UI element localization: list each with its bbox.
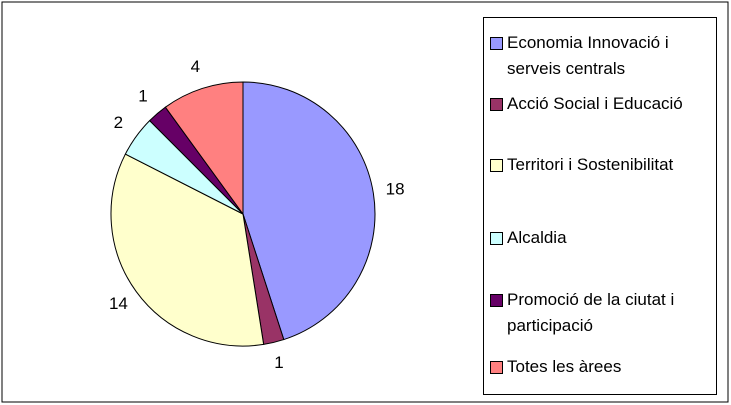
- data-label: 4: [191, 57, 200, 76]
- legend-label: Territori i Sostenibilitat: [507, 155, 674, 174]
- data-label: 2: [114, 113, 123, 132]
- legend-swatch: [490, 98, 503, 111]
- legend-swatch: [490, 361, 503, 374]
- pie-slice: [110, 153, 265, 347]
- legend-swatch: [490, 159, 503, 172]
- legend: Economia Innovació i serveis centrals Acc…: [483, 17, 717, 395]
- data-label: 1: [138, 86, 147, 105]
- legend-swatch: [490, 294, 503, 307]
- legend-swatch: [490, 232, 503, 245]
- legend-label: Alcaldia: [507, 228, 567, 247]
- pie-slice: [242, 81, 376, 341]
- data-label: 18: [386, 179, 405, 198]
- legend-item: Acció Social i Educació: [490, 91, 716, 117]
- legend-swatch: [490, 37, 503, 50]
- legend-label: Acció Social i Educació: [507, 94, 683, 113]
- legend-label: Economia Innovació i serveis centrals: [507, 33, 669, 78]
- pie-slice: [164, 81, 244, 216]
- legend-label: Promoció de la ciutat i participació: [507, 290, 675, 335]
- legend-item: Totes les àrees: [490, 354, 716, 380]
- legend-item: Economia Innovació i serveis centrals: [490, 30, 716, 82]
- data-label: 1: [274, 353, 283, 372]
- data-label: 14: [109, 294, 128, 313]
- legend-item: Alcaldia: [490, 225, 716, 251]
- legend-item: Promoció de la ciutat i participació: [490, 287, 716, 339]
- legend-label: Totes les àrees: [507, 357, 622, 376]
- legend-item: Territori i Sostenibilitat: [490, 152, 716, 178]
